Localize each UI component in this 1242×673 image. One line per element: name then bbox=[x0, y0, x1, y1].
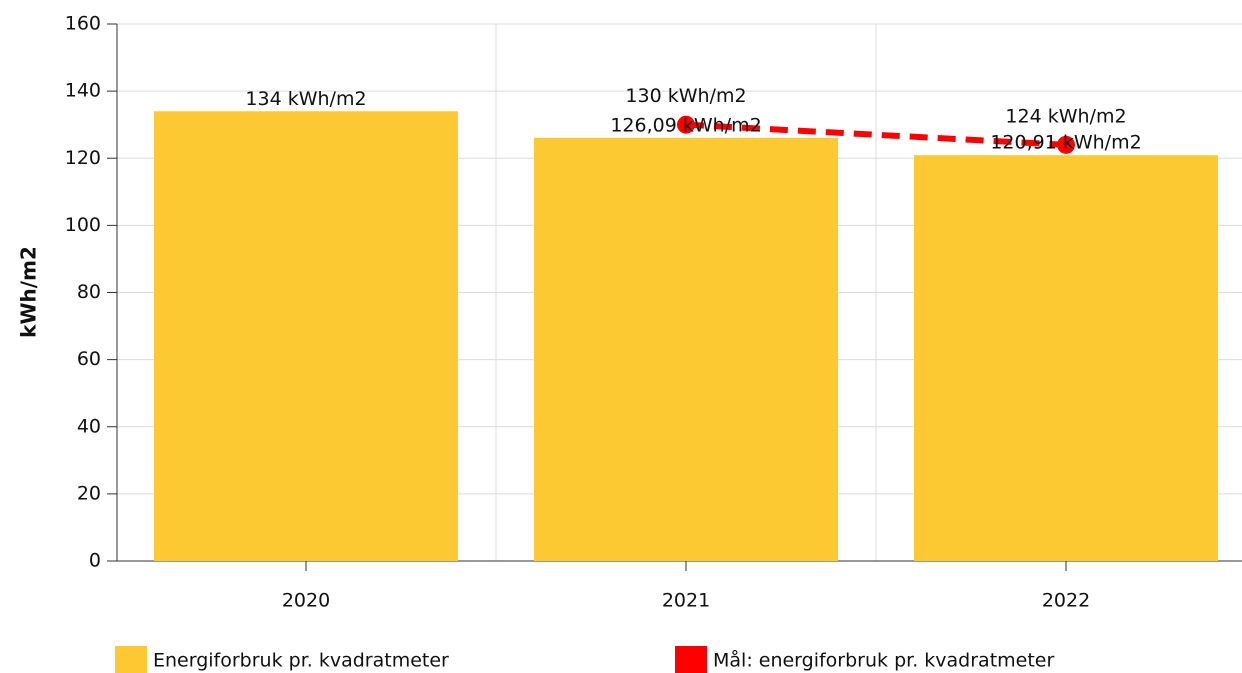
y-tick-label: 120 bbox=[65, 147, 101, 169]
line-value-label: 124 kWh/m2 bbox=[1005, 105, 1126, 127]
bar bbox=[534, 137, 838, 562]
x-tick-label: 2021 bbox=[662, 590, 710, 612]
bar bbox=[914, 155, 1218, 562]
bar bbox=[154, 111, 458, 561]
legend-label: Energiforbruk pr. kvadratmeter bbox=[153, 650, 449, 672]
y-tick-label: 140 bbox=[65, 80, 101, 102]
bar-value-label: 134 kWh/m2 bbox=[245, 88, 366, 110]
line-point bbox=[677, 115, 695, 134]
y-tick-label: 80 bbox=[77, 281, 101, 303]
legend-label: Mål: energiforbruk pr. kvadratmeter bbox=[713, 649, 1054, 672]
bar-value-label: 120,91 kWh/m2 bbox=[990, 132, 1141, 154]
y-tick-label: 0 bbox=[89, 550, 101, 572]
legend-swatch bbox=[115, 646, 147, 673]
y-tick-label: 160 bbox=[65, 13, 101, 35]
x-tick-label: 2022 bbox=[1042, 590, 1090, 612]
line-point bbox=[1057, 135, 1075, 154]
legend-swatch bbox=[675, 646, 707, 673]
y-tick-label: 20 bbox=[77, 482, 101, 504]
line bbox=[685, 121, 1067, 148]
line-value-label: 130 kWh/m2 bbox=[625, 85, 746, 107]
y-tick-label: 40 bbox=[77, 415, 101, 437]
y-tick-label: 60 bbox=[77, 348, 101, 370]
y-axis-label: kWh/m2 bbox=[17, 246, 41, 338]
y-tick-label: 100 bbox=[65, 214, 101, 236]
x-tick-label: 2020 bbox=[282, 590, 330, 612]
bar-value-label: 126,09 kWh/m2 bbox=[610, 114, 761, 136]
